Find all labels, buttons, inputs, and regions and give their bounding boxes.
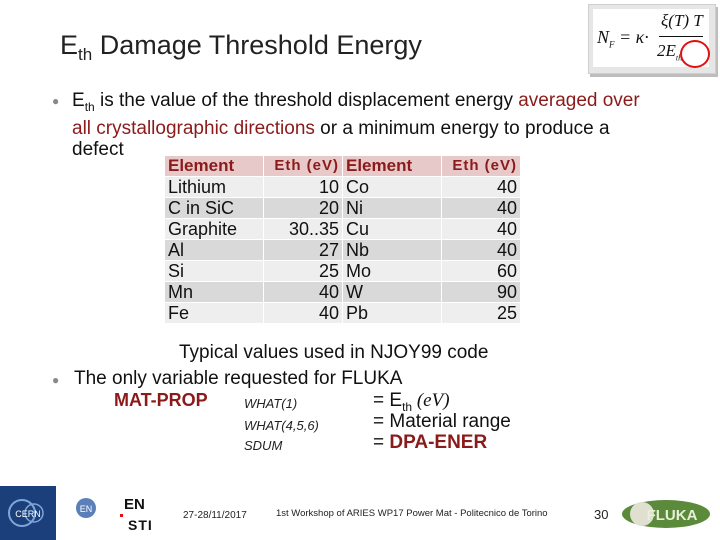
table-row: C in SiC 20 Ni 40 (164, 197, 521, 219)
what1-value: = Eth (eV) (373, 390, 450, 414)
table-row: Lithium 10 Co 40 (164, 176, 521, 198)
svg-text:EN: EN (124, 496, 145, 513)
element-cell: Nb (342, 239, 442, 261)
en-small-logo-icon: EN (76, 498, 96, 518)
bullet-dot-icon: ● (52, 373, 60, 387)
sdum-value: = DPA-ENER (373, 432, 488, 453)
svg-text:CERN: CERN (15, 509, 41, 519)
header-element-2: Element (342, 155, 442, 177)
element-cell: Mo (342, 260, 442, 282)
element-cell: Al (164, 239, 264, 261)
footer: CERN EN EN STI 27-28/11/2017 1st Worksho… (0, 486, 720, 540)
what1-label: WHAT(1) (244, 396, 298, 411)
bullet-fluka-variable: The only variable requested for FLUKA (74, 368, 403, 389)
eth-cell: 30..35 (263, 218, 343, 240)
table-row: Al 27 Nb 40 (164, 239, 521, 261)
highlight-circle (680, 40, 710, 68)
eth-cell: 10 (263, 176, 343, 198)
element-cell: W (342, 281, 442, 303)
what456-label: WHAT(4,5,6) (244, 418, 319, 433)
eth-cell: 90 (441, 281, 521, 303)
table-row: Graphite 30..35 Cu 40 (164, 218, 521, 240)
what456-value: = Material range (373, 411, 511, 432)
threshold-energy-table: Element Eth (eV) Element Eth (eV) Lithiu… (164, 155, 521, 324)
sdum-label: SDUM (244, 438, 283, 453)
eth-cell: 40 (441, 218, 521, 240)
footer-date: 27-28/11/2017 (183, 510, 247, 521)
eth-cell: 60 (441, 260, 521, 282)
formula-nrt: NF = κ· ξ(T) T 2Eth (593, 9, 710, 68)
page-number: 30 (594, 507, 609, 522)
element-cell: Fe (164, 302, 264, 324)
footer-workshop: 1st Workshop of ARIES WP17 Power Mat - P… (276, 508, 548, 519)
element-cell: Cu (342, 218, 442, 240)
slide-title: Eth Damage Threshold Energy (60, 30, 422, 64)
bullet-threshold-definition: Eth is the value of the threshold displa… (72, 90, 640, 160)
element-cell: Mn (164, 281, 264, 303)
table-row: Si 25 Mo 60 (164, 260, 521, 282)
element-cell: Pb (342, 302, 442, 324)
eth-cell: 25 (441, 302, 521, 324)
eth-cell: 25 (263, 260, 343, 282)
svg-text:FLUKA: FLUKA (647, 507, 698, 524)
eth-cell: 20 (263, 197, 343, 219)
element-cell: C in SiC (164, 197, 264, 219)
cern-logo-icon: CERN (0, 486, 56, 540)
bullet-dot-icon: ● (52, 94, 60, 108)
mat-prop-card: MAT-PROP (114, 390, 208, 410)
header-eth-2: Eth (eV) (441, 155, 521, 177)
eth-cell: 40 (441, 197, 521, 219)
eth-cell: 40 (263, 281, 343, 303)
svg-text:STI: STI (128, 517, 153, 533)
eth-cell: 40 (263, 302, 343, 324)
eth-cell: 40 (441, 176, 521, 198)
formula-box: NF = κ· ξ(T) T 2Eth (588, 4, 716, 74)
table-row: Mn 40 W 90 (164, 281, 521, 303)
svg-text:EN: EN (80, 504, 93, 514)
eth-cell: 27 (263, 239, 343, 261)
element-cell: Lithium (164, 176, 264, 198)
table-header-row: Element Eth (eV) Element Eth (eV) (164, 155, 521, 177)
header-eth-1: Eth (eV) (263, 155, 343, 177)
njoy-note: Typical values used in NJOY99 code (179, 342, 489, 363)
element-cell: Co (342, 176, 442, 198)
fluka-logo-icon: FLUKA (620, 496, 712, 530)
eth-cell: 40 (441, 239, 521, 261)
en-sti-logo-icon: EN STI (120, 492, 166, 536)
table-row: Fe 40 Pb 25 (164, 302, 521, 324)
element-cell: Ni (342, 197, 442, 219)
element-cell: Graphite (164, 218, 264, 240)
element-cell: Si (164, 260, 264, 282)
header-element-1: Element (164, 155, 264, 177)
